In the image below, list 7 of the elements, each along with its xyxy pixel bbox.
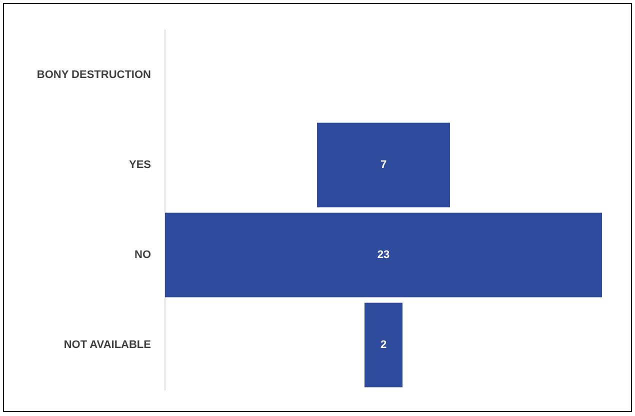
data-label: 7 [380,159,387,172]
category-label: BONY DESTRUCTION [36,69,152,82]
category-label: NO [134,249,152,262]
data-label: 23 [377,249,390,262]
category-label: YES [128,159,151,172]
data-label: 2 [380,339,387,352]
category-label: NOT AVAILABLE [64,339,151,352]
